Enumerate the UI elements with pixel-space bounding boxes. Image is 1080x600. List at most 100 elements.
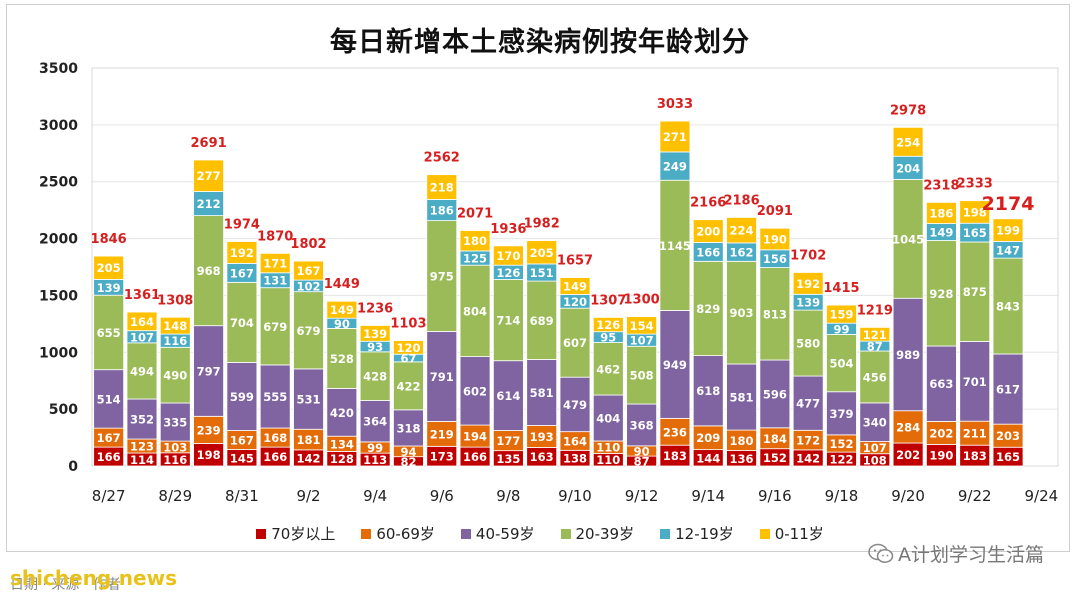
total-label: 1449: [324, 277, 360, 292]
data-label: 184: [763, 432, 787, 446]
bar-segment: [226, 362, 258, 431]
data-label: 192: [796, 277, 820, 291]
bar-segment: [692, 219, 724, 243]
data-label: 428: [363, 370, 387, 384]
bar-segment: [992, 257, 1024, 355]
bar-segment: [293, 368, 324, 430]
data-label: 528: [330, 352, 354, 366]
legend: 70岁以上 60-69岁 40-59岁 20-39岁 12-19岁 0-11岁: [0, 523, 1080, 544]
data-label: 581: [730, 391, 754, 405]
bar-segment: [459, 264, 491, 358]
data-label: 679: [263, 320, 287, 334]
data-label: 166: [463, 450, 487, 464]
data-label: 581: [530, 386, 554, 400]
data-label: 67: [400, 352, 416, 366]
data-label: 122: [829, 453, 853, 467]
data-label: 95: [600, 331, 616, 345]
total-label: 2691: [190, 136, 226, 151]
data-label: 212: [197, 197, 221, 211]
data-label: 186: [929, 206, 953, 220]
bar-segment: [359, 351, 391, 401]
data-label: 199: [996, 224, 1020, 238]
bar-segment: [592, 342, 624, 396]
data-label: 379: [829, 407, 853, 421]
total-label: 1936: [490, 222, 526, 237]
legend-swatch: [361, 528, 372, 539]
data-label: 147: [996, 243, 1020, 257]
data-label: 599: [230, 390, 254, 404]
data-label: 903: [730, 306, 754, 320]
x-tick-label: 8/31: [225, 487, 259, 505]
data-label: 163: [530, 450, 554, 464]
total-label: 2318: [923, 178, 959, 193]
data-label: 596: [763, 387, 787, 401]
total-label: 1982: [524, 217, 560, 232]
data-label: 804: [463, 304, 487, 318]
legend-label: 0-11岁: [774, 525, 824, 543]
data-label: 167: [297, 264, 321, 278]
bar-segment: [759, 227, 791, 251]
bar-segment: [692, 260, 724, 356]
x-tick-label: 9/18: [825, 487, 859, 505]
bar-segment: [559, 277, 591, 295]
legend-item: 20-39岁: [560, 523, 634, 544]
bar-segment: [126, 311, 158, 332]
y-tick-label: 2000: [39, 232, 78, 248]
data-label: 202: [896, 448, 920, 462]
bar-segment: [326, 300, 358, 319]
bar-segment: [359, 400, 391, 443]
data-label: 166: [97, 450, 121, 464]
bar-segment: [826, 304, 857, 324]
y-tick-label: 0: [68, 459, 78, 475]
data-label: 180: [730, 434, 754, 448]
data-label: 714: [496, 314, 520, 328]
data-label: 277: [197, 169, 221, 183]
bar-segment: [326, 388, 358, 437]
data-label: 198: [197, 448, 221, 462]
data-label: 114: [130, 453, 154, 467]
bar-segment: [659, 310, 691, 419]
data-label: 173: [430, 450, 454, 464]
bar-segment: [193, 325, 224, 417]
data-label: 368: [630, 418, 654, 432]
x-tick-label: 9/12: [625, 487, 659, 505]
bar-segment: [992, 353, 1024, 425]
data-label: 165: [963, 226, 987, 240]
y-tick-label: 500: [49, 402, 78, 418]
bar-segment: [526, 359, 558, 426]
watermark-text: A计划学习生活篇: [898, 544, 1044, 566]
total-label: 1308: [157, 293, 193, 308]
total-label: 2333: [957, 177, 993, 192]
data-label: 126: [496, 266, 520, 280]
data-label: 183: [963, 449, 987, 463]
data-label: 580: [796, 337, 820, 351]
bar-segment: [792, 309, 824, 377]
total-label: 3033: [657, 97, 693, 112]
bar-segment: [926, 240, 957, 347]
bar-segment: [726, 217, 757, 244]
data-label: 149: [929, 226, 953, 240]
total-label: 2091: [757, 204, 793, 219]
data-label: 205: [97, 261, 121, 275]
bar-segment: [159, 402, 191, 442]
data-label: 94: [400, 445, 416, 459]
legend-swatch: [460, 528, 471, 539]
data-label: 128: [330, 452, 354, 466]
bar-segment: [559, 376, 591, 433]
data-label: 249: [663, 160, 687, 174]
data-label: 123: [130, 440, 154, 454]
data-label: 271: [663, 130, 687, 144]
data-label: 607: [563, 336, 587, 350]
total-label: 2071: [457, 206, 493, 221]
data-label: 239: [197, 423, 221, 437]
data-label: 90: [334, 317, 350, 331]
data-label: 149: [330, 303, 354, 317]
data-label: 190: [929, 449, 953, 463]
data-label: 975: [430, 270, 454, 284]
data-label: 125: [463, 252, 487, 266]
data-label: 99: [367, 441, 383, 455]
x-tick-label: 8/27: [92, 487, 126, 505]
data-label: 202: [929, 426, 953, 440]
data-label: 211: [963, 427, 987, 441]
data-label: 204: [896, 161, 920, 175]
